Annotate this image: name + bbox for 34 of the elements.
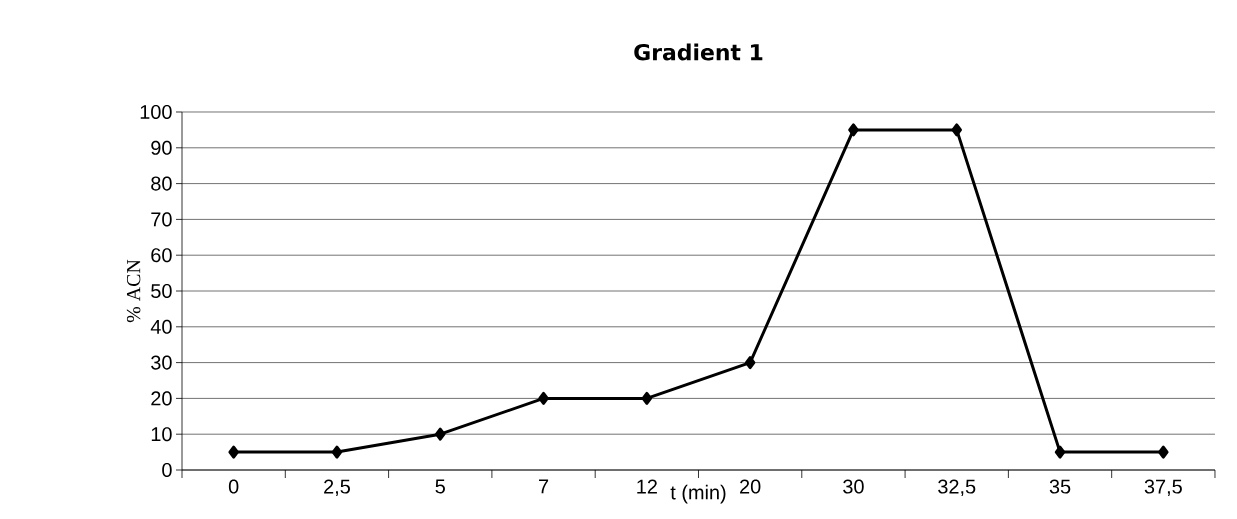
y-tick-label: 40 bbox=[150, 319, 172, 334]
y-tick-label: 80 bbox=[151, 176, 172, 191]
point bbox=[641, 391, 653, 405]
y-tick-label: 100 bbox=[140, 104, 172, 120]
y-tick-label: 10 bbox=[151, 427, 172, 442]
point bbox=[228, 445, 239, 459]
x-tick-label: 32,5 bbox=[938, 479, 976, 496]
point bbox=[744, 356, 756, 370]
x-tick-label: 30 bbox=[843, 479, 864, 494]
point bbox=[951, 123, 962, 137]
y-tick-label: 50 bbox=[151, 283, 172, 299]
y-axis-title: % ACN bbox=[126, 259, 141, 323]
point bbox=[435, 427, 446, 441]
y-tick-label: 0 bbox=[162, 462, 172, 478]
chart-title: Gradient 1 bbox=[634, 43, 763, 61]
point bbox=[848, 123, 859, 137]
x-tick-label: 5 bbox=[435, 479, 445, 494]
point bbox=[1158, 445, 1169, 459]
y-tick-label: 30 bbox=[151, 355, 172, 370]
point bbox=[331, 445, 343, 459]
x-tick-label: 20 bbox=[740, 479, 761, 494]
point bbox=[538, 391, 549, 405]
x-tick-label: 12 bbox=[637, 479, 657, 494]
x-tick-label: 2,5 bbox=[324, 479, 350, 496]
y-tick-label: 90 bbox=[151, 140, 172, 155]
y-tick-label: 60 bbox=[151, 248, 172, 263]
x-tick-label: 0 bbox=[228, 479, 239, 494]
y-tick-label: 70 bbox=[151, 212, 172, 227]
x-axis-title: t (min) bbox=[670, 484, 726, 504]
x-tick-label: 35 bbox=[1049, 479, 1071, 494]
x-tick-label: 37,5 bbox=[1144, 479, 1182, 496]
y-tick-label: 20 bbox=[151, 391, 172, 406]
x-tick-label: 7 bbox=[539, 479, 549, 494]
point bbox=[1054, 445, 1066, 459]
